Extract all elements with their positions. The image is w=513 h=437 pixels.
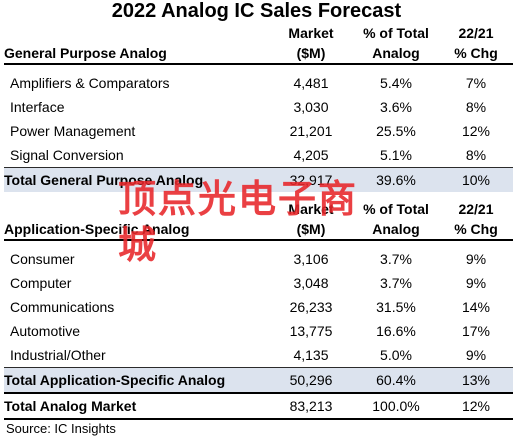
row-pct: 31.5%: [376, 299, 416, 315]
row-pct: 5.4%: [380, 75, 412, 91]
page-title: 2022 Analog IC Sales Forecast: [111, 0, 402, 22]
grand-total-pct: 100.0%: [353, 392, 439, 420]
grand-total-chg: 12%: [439, 392, 513, 420]
table-row: Power Management 21,201 25.5% 12%: [4, 119, 513, 143]
table-row: Communications 26,233 31.5% 14%: [4, 295, 513, 319]
row-pct: 25.5%: [376, 123, 416, 139]
total-general-purpose-row: Total General Purpose Analog 32,917 39.6…: [4, 167, 513, 192]
header-spacer: [4, 198, 269, 218]
table-row: Consumer 3,106 3.7% 9%: [4, 247, 513, 271]
header-pct-line1: % of Total: [363, 25, 429, 41]
row-market: 4,205: [293, 147, 329, 163]
header-market-line1: Market: [288, 25, 334, 41]
table-row: Interface 3,030 3.6% 8%: [4, 95, 513, 119]
row-chg: 7%: [465, 75, 487, 91]
row-pct: 16.6%: [376, 323, 416, 339]
row-chg: 17%: [461, 323, 491, 339]
row-chg: 8%: [465, 147, 487, 163]
row-pct: 5.0%: [380, 347, 412, 363]
row-chg: 14%: [461, 299, 491, 315]
row-chg: 9%: [465, 251, 487, 267]
section-general-purpose: General Purpose Analog: [4, 42, 269, 65]
grand-total-market: 83,213: [269, 392, 353, 420]
header-chg-line2: % Chg: [439, 218, 513, 241]
source-note: Source: IC Insights: [6, 421, 116, 436]
row-market: 4,481: [293, 75, 329, 91]
table-row: Amplifiers & Comparators 4,481 5.4% 7%: [4, 71, 513, 95]
row-label: Consumer: [10, 251, 75, 267]
section-application-specific: Application-Specific Analog: [4, 218, 269, 241]
row-pct: 3.6%: [380, 99, 412, 115]
header-market-line2: ($M): [269, 218, 353, 241]
total-application-market: 50,296: [269, 367, 353, 393]
header-row-top-2: Market % of Total 22/21: [4, 198, 513, 218]
grand-total-label: Total Analog Market: [4, 392, 269, 420]
row-label: Communications: [10, 299, 115, 315]
row-chg: 9%: [465, 347, 487, 363]
header-market-line2: ($M): [269, 42, 353, 65]
row-market: 3,030: [293, 99, 329, 115]
table-row: Industrial/Other 4,135 5.0% 9%: [4, 343, 513, 368]
header-row-application: Application-Specific Analog ($M) Analog …: [4, 218, 513, 241]
total-general-pct: 39.6%: [353, 167, 439, 192]
table-row: Automotive 13,775 16.6% 17%: [4, 319, 513, 343]
header-pct-line1: % of Total: [363, 201, 429, 217]
row-pct: 5.1%: [380, 147, 412, 163]
row-market: 4,135: [293, 347, 329, 363]
row-market: 3,106: [293, 251, 329, 267]
forecast-table: Market % of Total 22/21 General Purpose …: [4, 22, 513, 420]
row-market: 26,233: [289, 299, 333, 315]
table-row: Computer 3,048 3.7% 9%: [4, 271, 513, 295]
total-application-specific-row: Total Application-Specific Analog 50,296…: [4, 367, 513, 393]
header-pct-line2: Analog: [353, 218, 439, 241]
total-general-chg: 10%: [439, 167, 513, 192]
header-pct-line2: Analog: [353, 42, 439, 65]
row-pct: 3.7%: [380, 275, 412, 291]
row-label: Computer: [10, 275, 72, 291]
row-label: Industrial/Other: [10, 347, 106, 363]
total-application-chg: 13%: [439, 367, 513, 393]
total-application-label: Total Application-Specific Analog: [4, 367, 269, 393]
row-label: Interface: [10, 99, 65, 115]
total-general-market: 32,917: [269, 167, 353, 192]
row-chg: 9%: [465, 275, 487, 291]
grand-total-row: Total Analog Market 83,213 100.0% 12%: [4, 392, 513, 420]
row-label: Automotive: [10, 323, 81, 339]
row-label: Power Management: [10, 123, 136, 139]
total-application-pct: 60.4%: [353, 367, 439, 393]
header-chg-line1: 22/21: [458, 25, 494, 41]
row-market: 13,775: [289, 323, 333, 339]
total-general-label: Total General Purpose Analog: [4, 167, 269, 192]
row-label: Signal Conversion: [10, 147, 124, 163]
row-pct: 3.7%: [380, 251, 412, 267]
header-row-general: General Purpose Analog ($M) Analog % Chg: [4, 42, 513, 65]
header-market-line1: Market: [288, 201, 334, 217]
header-chg-line2: % Chg: [439, 42, 513, 65]
header-chg-line1: 22/21: [458, 201, 494, 217]
row-chg: 8%: [465, 99, 487, 115]
header-row-top: Market % of Total 22/21: [4, 22, 513, 42]
row-label: Amplifiers & Comparators: [10, 75, 170, 91]
header-spacer: [4, 22, 269, 42]
row-market: 21,201: [289, 123, 333, 139]
table-row: Signal Conversion 4,205 5.1% 8%: [4, 143, 513, 168]
row-market: 3,048: [293, 275, 329, 291]
row-chg: 12%: [461, 123, 491, 139]
